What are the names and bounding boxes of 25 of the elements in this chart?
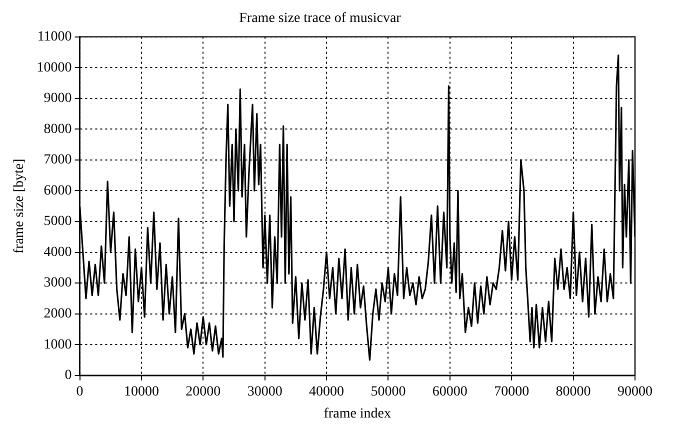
x-tick-label: 20000	[186, 384, 221, 400]
y-tick-label: 8000	[44, 122, 72, 137]
x-tick-label: 40000	[309, 384, 344, 400]
y-tick-label: 10000	[36, 60, 72, 76]
y-tick-label: 1000	[44, 337, 72, 352]
x-tick-label: 30000	[247, 384, 282, 400]
y-tick-label: 7000	[44, 152, 72, 168]
y-tick-label: 2000	[44, 306, 72, 322]
y-axis-title: frame size [byte]	[12, 158, 28, 254]
x-tick-label: 70000	[494, 384, 530, 400]
x-tick-label: 10000	[124, 384, 159, 400]
y-tick-label: 5000	[44, 214, 72, 230]
y-tick-label: 0	[64, 368, 72, 384]
x-tick-label: 50000	[370, 384, 406, 400]
chart-title: Frame size trace of musicvar	[239, 11, 402, 26]
y-tick-label: 11000	[37, 29, 72, 44]
y-tick-label: 6000	[44, 183, 72, 198]
y-tick-label: 9000	[44, 91, 72, 106]
x-tick-label: 0	[76, 384, 84, 400]
x-tick-label: 60000	[432, 384, 468, 400]
x-tick-label: 90000	[618, 384, 652, 400]
x-axis-title: frame index	[324, 406, 392, 422]
x-tick-label: 80000	[556, 384, 591, 400]
y-tick-label: 3000	[44, 276, 72, 291]
y-tick-label: 4000	[44, 244, 72, 260]
